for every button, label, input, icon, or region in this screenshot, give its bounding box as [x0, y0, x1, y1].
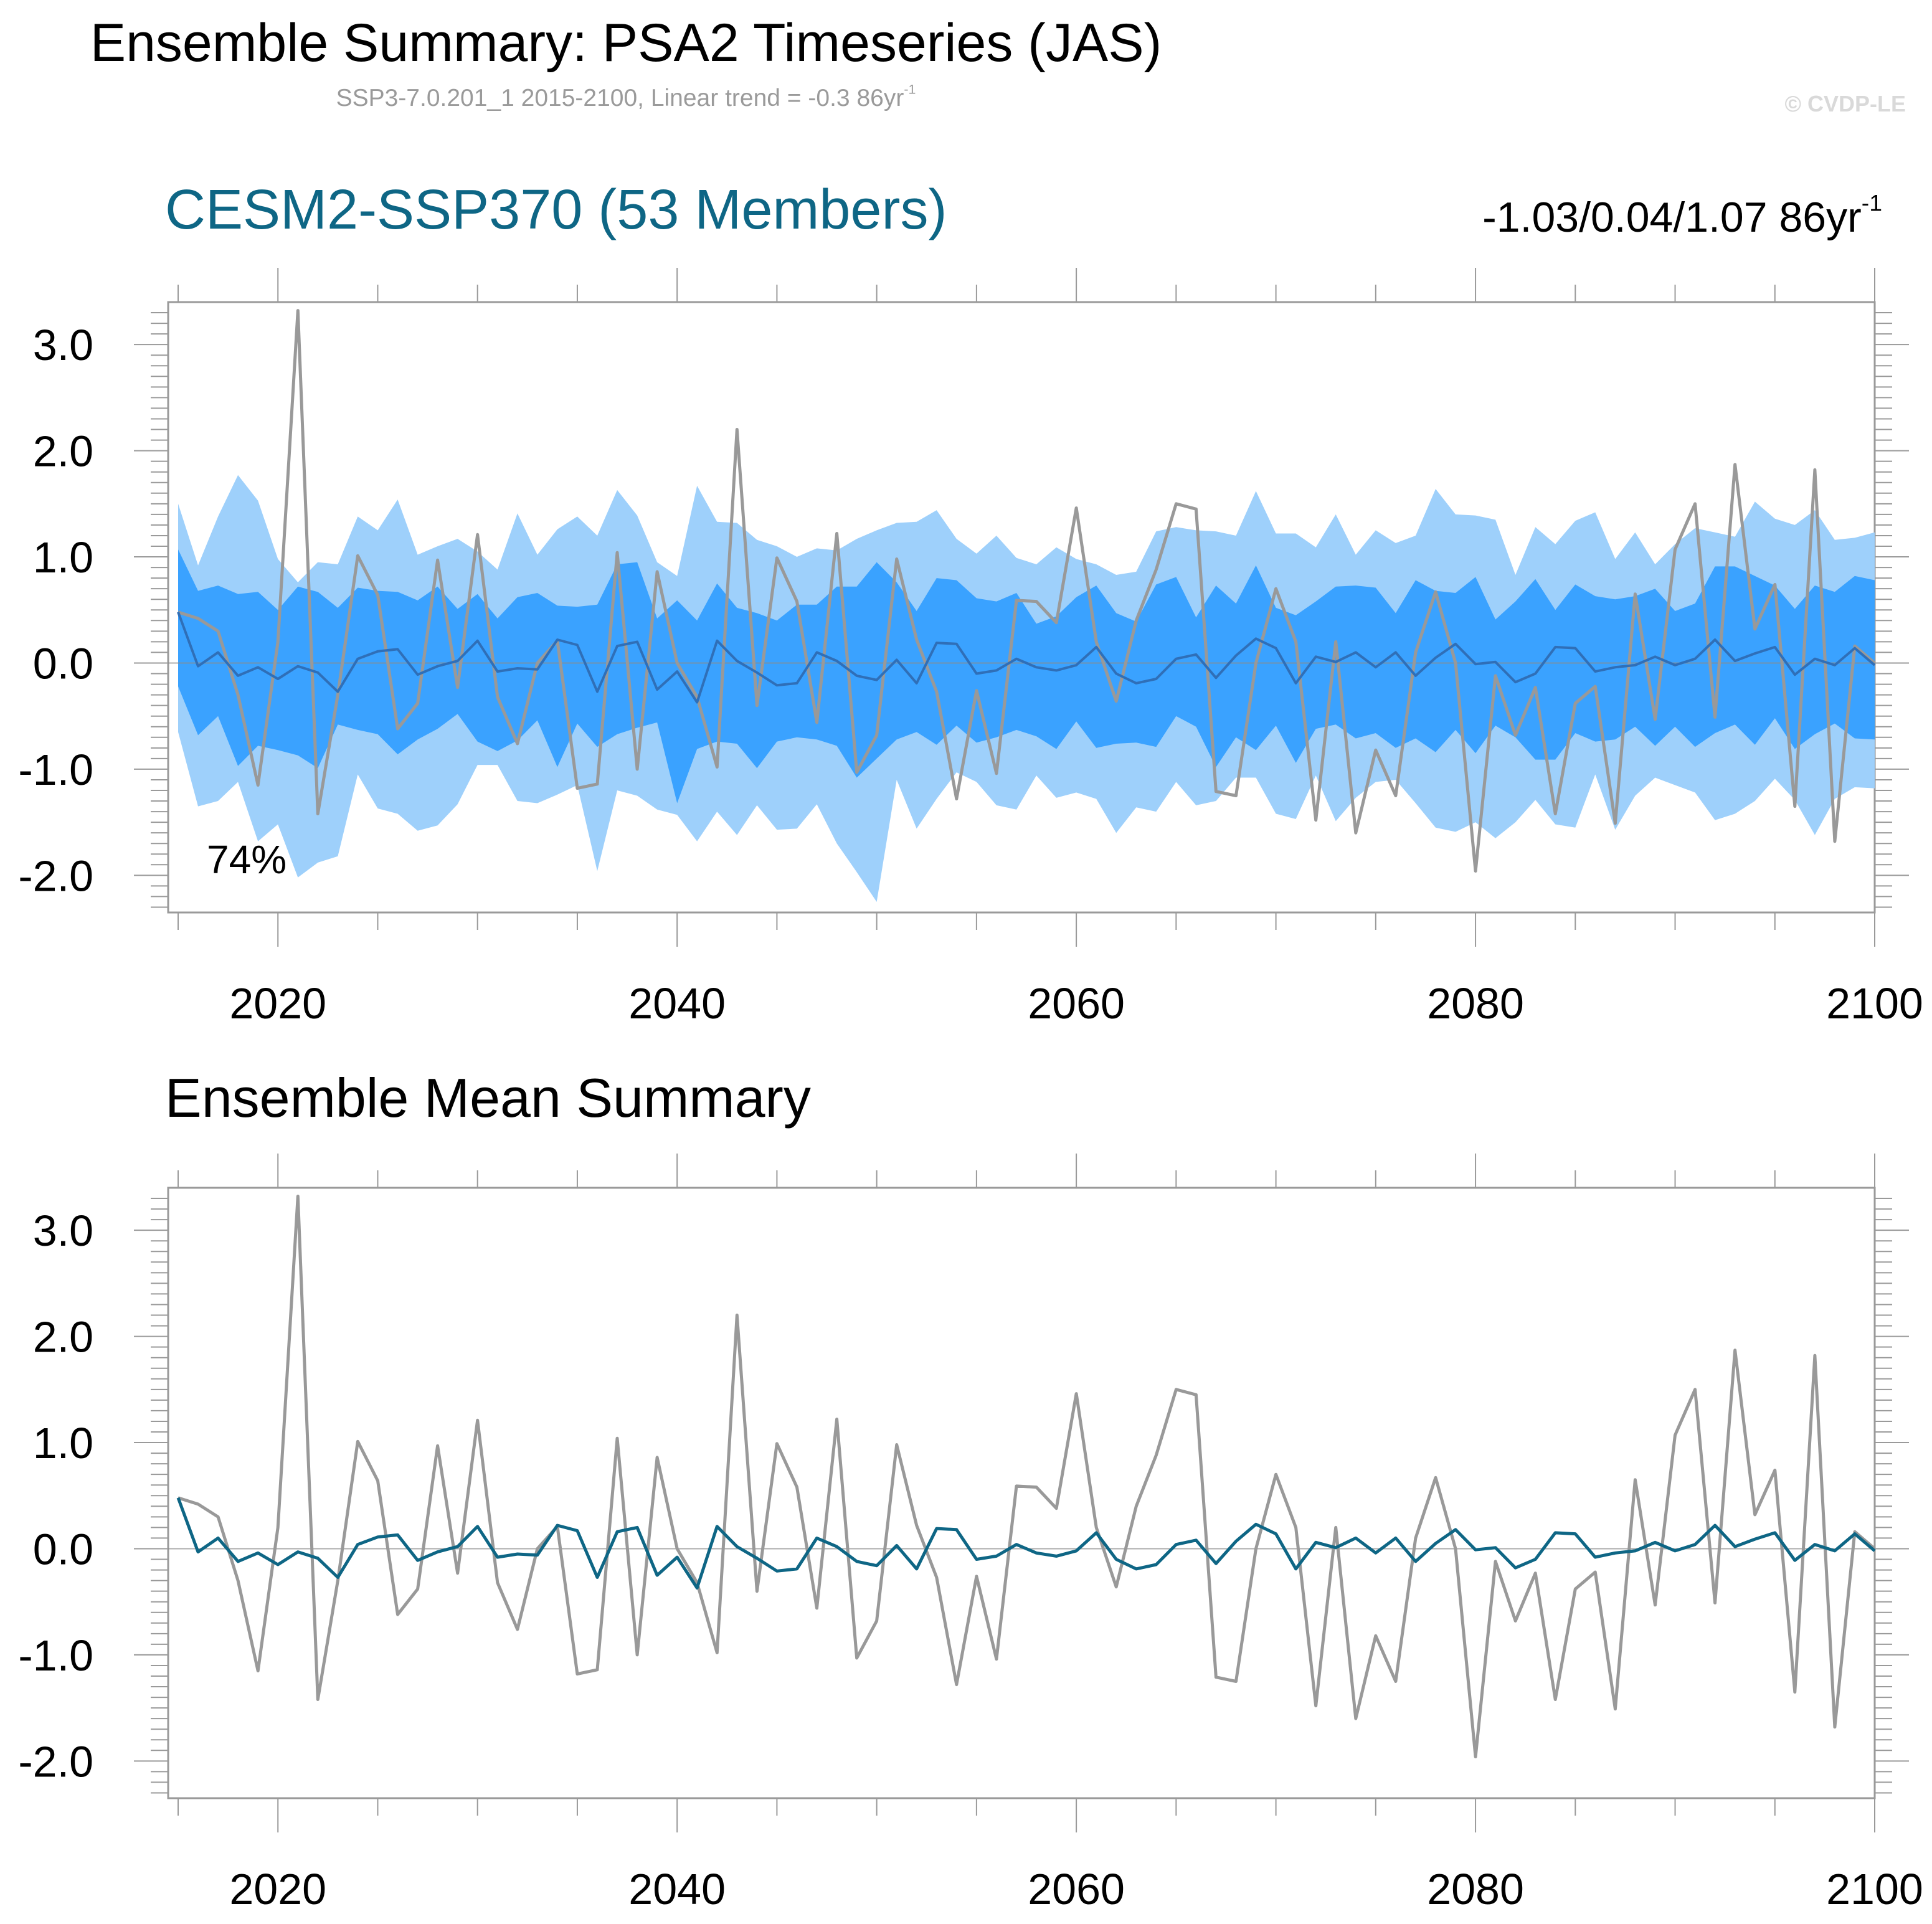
trend-label: -1.03/0.04/1.07 86yr-1	[1482, 191, 1882, 242]
y-tick-label: -2.0	[18, 1737, 93, 1786]
y-tick-label: 0.0	[33, 639, 93, 688]
main-title: Ensemble Summary: PSA2 Timeseries (JAS)	[90, 13, 1162, 73]
x-tick-label: 2080	[1427, 1865, 1524, 1913]
x-tick-label: 2080	[1427, 979, 1524, 1028]
observed-series-line	[178, 1195, 1876, 1758]
x-tick-label: 2020	[229, 979, 326, 1028]
y-tick-label: -1.0	[18, 1631, 93, 1680]
subtitle: SSP3-7.0.201_1 2015-2100, Linear trend =…	[0, 82, 1252, 112]
y-tick-label: 2.0	[33, 1313, 93, 1362]
panel-2-plot: 3.0 2.0 1.0 0.0 -1.0 -2.0 2020 2040 2060 2080 2100	[18, 1154, 1923, 1913]
x-tick-label: 2100	[1826, 979, 1923, 1028]
y-tick-label: -1.0	[18, 746, 93, 794]
y-tick-label: 3.0	[33, 1206, 93, 1255]
panel2-title: Ensemble Mean Summary	[165, 1067, 811, 1129]
subtitle-text: SSP3-7.0.201_1 2015-2100, Linear trend =…	[336, 85, 904, 111]
x-tick-label: 2060	[1028, 979, 1125, 1028]
x-tick-label: 2020	[229, 1865, 326, 1913]
y-tick-label: 1.0	[33, 533, 93, 582]
observed-series-line	[178, 309, 1876, 873]
subtitle-sup: -1	[904, 82, 916, 97]
y-tick-label: 2.0	[33, 427, 93, 476]
x-tick-label: 2100	[1826, 1865, 1923, 1913]
x-tick-label: 2040	[628, 979, 726, 1028]
y-tick-label: 3.0	[33, 321, 93, 369]
plot-frame	[167, 1187, 1876, 1799]
panel-1-plot: 3.0 2.0 1.0 0.0 -1.0 -2.0 2020 2040 2060 2080 2100…	[18, 268, 1923, 1028]
ensemble-mean-line	[176, 1497, 1876, 1590]
panel1-title: CESM2-SSP370 (53 Members)	[165, 179, 947, 241]
y-tick-label: 0.0	[33, 1525, 93, 1573]
y-tick-label: -2.0	[18, 851, 93, 900]
x-tick-label: 2040	[628, 1865, 726, 1913]
y-tick-label: 1.0	[33, 1419, 93, 1467]
x-tick-label: 2060	[1028, 1865, 1125, 1913]
watermark: © CVDP-LE	[1784, 91, 1906, 116]
trend-label-text: -1.03/0.04/1.07 86yr	[1482, 194, 1862, 241]
trend-label-sup: -1	[1861, 189, 1882, 216]
coverage-percent-label: 74%	[207, 837, 286, 882]
ensemble-mean-line	[177, 612, 1876, 704]
